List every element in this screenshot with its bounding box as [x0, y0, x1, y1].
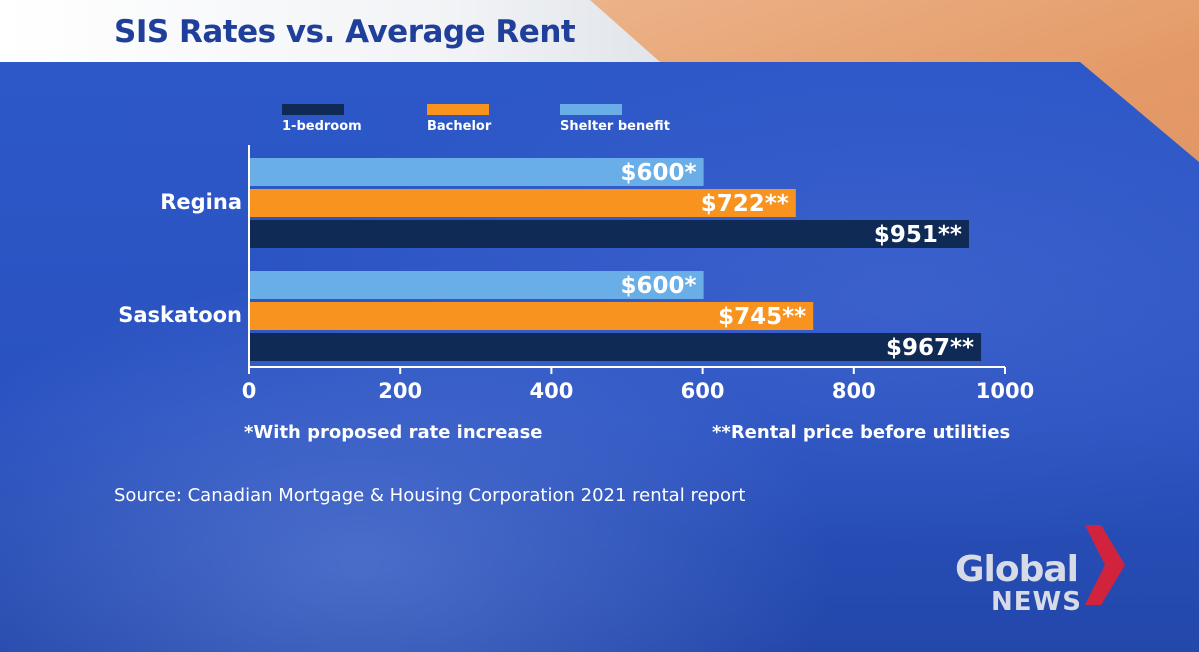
logo-news-text: NEWS: [991, 587, 1082, 617]
legend-swatch-1-bedroom: [282, 104, 344, 115]
legend-label-bachelor: Bachelor: [427, 119, 492, 134]
logo-global-text: Global: [955, 549, 1079, 590]
bar-value-label: $745**: [718, 304, 806, 330]
bar: [250, 189, 796, 217]
legend-swatch-bachelor: [427, 104, 489, 115]
bar-value-label: $722**: [701, 191, 789, 217]
title-bar: SIS Rates vs. Average Rent: [0, 0, 660, 62]
x-tick-label: 1000: [976, 379, 1034, 403]
logo-chevron-icon: [1085, 525, 1125, 605]
note-proposed-rate: *With proposed rate increase: [244, 422, 543, 443]
legend-swatch-shelter-benefit: [560, 104, 622, 115]
bar-value-label: $600*: [621, 160, 697, 186]
legend-label-1-bedroom: 1-bedroom: [282, 119, 362, 134]
bar: [250, 333, 982, 361]
note-rental-price: **Rental price before utilities: [712, 422, 1011, 443]
x-tick-label: 400: [529, 379, 573, 403]
x-tick-label: 600: [681, 379, 725, 403]
global-news-logo: Global NEWS: [955, 525, 1135, 625]
source-text: Source: Canadian Mortgage & Housing Corp…: [114, 485, 746, 506]
bar-value-label: $967**: [886, 335, 974, 361]
chart-title: SIS Rates vs. Average Rent: [114, 14, 576, 50]
bar: [250, 220, 969, 248]
bar: [250, 271, 704, 299]
category-label: Saskatoon: [118, 303, 242, 327]
x-tick-label: 200: [378, 379, 422, 403]
legend-label-shelter-benefit: Shelter benefit: [560, 119, 670, 134]
category-label: Regina: [160, 190, 242, 214]
bar: [250, 302, 814, 330]
bar-value-label: $600*: [621, 273, 697, 299]
bar-value-label: $951**: [874, 222, 962, 248]
bar: [250, 158, 704, 186]
x-tick-label: 0: [242, 379, 257, 403]
x-tick-label: 800: [832, 379, 876, 403]
